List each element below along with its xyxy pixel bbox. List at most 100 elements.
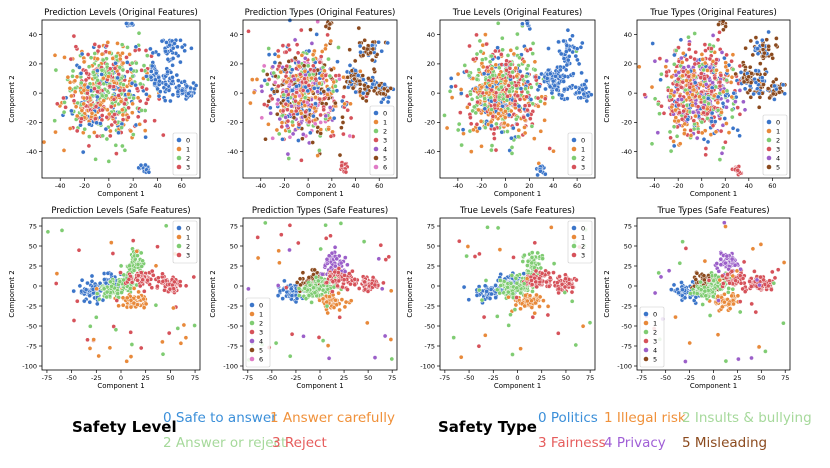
scatter-grid: Prediction Levels (Original Features)-40…: [8, 8, 791, 390]
data-point: [145, 97, 151, 102]
data-point: [772, 83, 777, 89]
data-point: [700, 56, 706, 62]
legend-marker: [766, 155, 772, 161]
data-point: [766, 43, 772, 49]
data-point: [73, 104, 79, 110]
data-point: [83, 287, 89, 293]
data-point: [369, 57, 375, 63]
data-point: [59, 228, 65, 233]
data-point: [91, 130, 97, 135]
y-tick-label: 20: [624, 60, 632, 68]
y-tick-label: 20: [230, 60, 238, 68]
legend-label: 4: [383, 145, 387, 153]
data-point: [342, 269, 348, 274]
data-point: [259, 88, 265, 94]
data-point: [460, 127, 466, 133]
data-point: [160, 132, 166, 138]
data-point: [53, 67, 59, 73]
data-point: [74, 298, 80, 304]
data-point: [760, 42, 766, 48]
data-point: [580, 87, 585, 92]
data-point: [135, 277, 140, 283]
data-point: [333, 73, 339, 79]
data-point: [474, 77, 480, 82]
legend-label: 2: [186, 154, 190, 162]
data-point: [100, 57, 106, 63]
data-point: [498, 52, 504, 57]
data-point: [294, 42, 300, 48]
data-point: [120, 112, 126, 118]
data-point: [323, 235, 329, 241]
data-point: [688, 128, 694, 133]
data-point: [330, 289, 335, 294]
data-point: [468, 91, 473, 97]
data-point: [508, 312, 513, 318]
legend-label: 3: [186, 251, 190, 259]
data-point: [69, 108, 74, 114]
chart-title: Prediction Levels (Safe Features): [51, 206, 190, 216]
data-point: [120, 302, 126, 308]
data-point: [690, 102, 695, 108]
data-point: [381, 280, 386, 286]
data-point: [489, 291, 494, 297]
data-point: [509, 80, 515, 86]
legend-marker: [176, 243, 182, 249]
legend-marker: [176, 252, 182, 258]
data-point: [61, 95, 66, 101]
data-point: [510, 352, 515, 357]
data-point: [96, 44, 102, 49]
data-point: [527, 293, 533, 299]
data-point: [692, 80, 698, 86]
data-point: [558, 51, 564, 57]
data-point: [388, 337, 394, 342]
plot-frame: [41, 19, 201, 179]
data-point: [547, 84, 553, 90]
data-point: [129, 110, 135, 116]
data-point: [134, 248, 140, 254]
data-point: [378, 242, 384, 248]
data-point: [298, 27, 304, 33]
data-point: [498, 283, 504, 288]
data-point: [563, 276, 568, 282]
data-point: [723, 60, 729, 66]
y-tick-label: -100: [22, 362, 37, 370]
data-point: [497, 278, 503, 283]
data-point: [673, 48, 679, 53]
data-point: [573, 53, 579, 59]
data-point: [94, 301, 100, 307]
data-point: [753, 68, 759, 73]
data-point: [176, 83, 182, 89]
y-tick-label: -20: [424, 119, 435, 127]
data-point: [698, 82, 703, 87]
data-point: [136, 289, 141, 295]
data-point: [537, 304, 542, 309]
data-point: [319, 73, 325, 79]
data-point: [482, 283, 488, 289]
data-point: [733, 71, 739, 77]
data-point: [323, 24, 329, 29]
data-point: [720, 100, 726, 106]
data-point: [284, 79, 289, 85]
legend-label: 2: [383, 127, 387, 135]
data-point: [368, 50, 373, 56]
data-point: [311, 85, 317, 91]
data-point: [523, 74, 529, 79]
data-point: [163, 48, 169, 54]
data-point: [693, 113, 698, 119]
data-point: [77, 65, 82, 70]
data-point: [684, 78, 689, 83]
data-point: [677, 110, 682, 115]
data-point: [335, 283, 340, 289]
data-point: [95, 89, 100, 94]
data-point: [285, 118, 291, 124]
data-point: [74, 128, 80, 134]
data-point: [149, 63, 155, 69]
data-point: [341, 74, 346, 80]
data-point: [323, 46, 328, 52]
data-point: [353, 68, 358, 73]
data-point: [266, 121, 271, 127]
data-point: [724, 121, 729, 126]
data-point: [756, 104, 762, 110]
data-point: [510, 291, 516, 297]
data-point: [140, 258, 145, 264]
